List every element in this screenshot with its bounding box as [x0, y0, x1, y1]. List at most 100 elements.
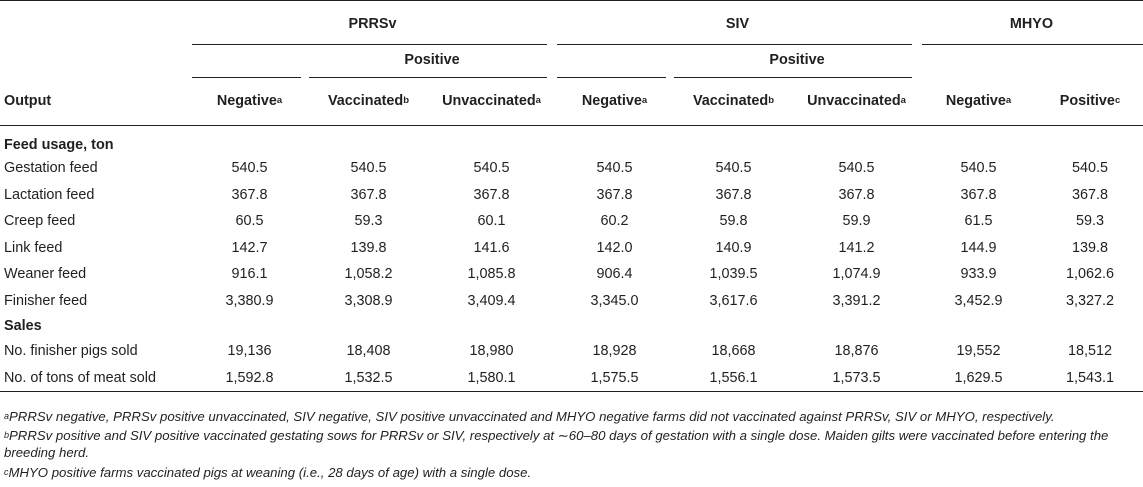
footnote-b: bPRRSv positive and SIV positive vaccina…	[4, 428, 1109, 461]
table-cell: 3,617.6	[709, 292, 758, 309]
table-cell: 367.8	[1071, 186, 1108, 203]
table-cell: 367.8	[473, 186, 510, 203]
col-header-mhyo-positive: Positivec	[1059, 92, 1121, 109]
siv-underline	[557, 43, 912, 45]
col-header-siv-vaccinated: Vaccinatedb	[692, 92, 774, 109]
table-cell: 3,452.9	[954, 292, 1003, 309]
prrsv-underline	[192, 43, 547, 45]
table-cell: 540.5	[1071, 160, 1108, 177]
table-cell: 1,085.8	[467, 266, 516, 283]
table-cell: 141.6	[473, 239, 510, 256]
table-cell: 60.5	[235, 213, 264, 230]
results-table: PRRSv SIV MHYO Positive Posi	[0, 0, 1143, 392]
group-header-prrsv: PRRSv	[348, 15, 397, 32]
table-cell: 367.8	[715, 186, 752, 203]
table-cell: 1,039.5	[709, 266, 758, 283]
col-header-prrsv-negative: Negativea	[216, 92, 283, 109]
positive-header-siv: Positive	[769, 52, 825, 68]
siv-left-underline	[557, 76, 666, 78]
table-cell: 1,058.2	[344, 266, 393, 283]
footnote-c: cMHYO positive farms vaccinated pigs at …	[4, 464, 532, 480]
table-cell: 61.5	[964, 213, 993, 230]
table-cell: 140.9	[715, 239, 752, 256]
table-cell: 540.5	[473, 160, 510, 177]
section-header-row: Feed usage, ton	[0, 126, 1143, 156]
table-cell: 3,308.9	[344, 292, 393, 309]
table-cell: 906.4	[596, 266, 633, 283]
table-cell: 367.8	[838, 186, 875, 203]
table-cell: 1,062.6	[1065, 266, 1114, 283]
group-header-siv: SIV	[725, 15, 750, 32]
col-header-prrsv-unvaccinated: Unvaccinateda	[442, 92, 541, 109]
table-cell: 540.5	[960, 160, 997, 177]
table-cell: 18,928	[592, 343, 637, 360]
table-cell: 1,580.1	[467, 369, 516, 386]
table-row: Finisher feed 3,380.9 3,308.9 3,409.4 3,345.…	[0, 288, 1143, 315]
col-header-siv-negative: Negativea	[581, 92, 648, 109]
positive-header-prrsv: Positive	[404, 52, 460, 68]
footnotes: aPRRSv negative, PRRSv positive unvaccin…	[4, 408, 1140, 483]
siv-positive-underline	[674, 76, 912, 78]
table-cell: 367.8	[231, 186, 268, 203]
row-label: Lactation feed	[4, 186, 95, 203]
table-cell: 540.5	[596, 160, 633, 177]
table-cell: 3,391.2	[832, 292, 881, 309]
table-row: Link feed 142.7 139.8 141.6 142.0 140.9 141.2 1…	[0, 235, 1143, 262]
col-header-siv-unvaccinated: Unvaccinateda	[807, 92, 906, 109]
table-cell: 19,136	[227, 343, 272, 360]
group-header-mhyo: MHYO	[1009, 15, 1054, 32]
row-label: Gestation feed	[4, 160, 98, 177]
table-cell: 59.9	[842, 213, 871, 230]
table-cell: 59.3	[1075, 213, 1104, 230]
table-row: No. of tons of meat sold 1,592.8 1,532.5 1,…	[0, 365, 1143, 392]
table-cell: 1,592.8	[225, 369, 274, 386]
table-cell: 540.5	[838, 160, 875, 177]
output-header: Output	[4, 92, 52, 109]
table-cell: 144.9	[960, 239, 997, 256]
table-cell: 3,327.2	[1065, 292, 1114, 309]
table-cell: 60.1	[477, 213, 506, 230]
table-cell: 1,575.5	[590, 369, 639, 386]
table-row: Creep feed 60.5 59.3 60.1 60.2 59.8 59.9 61.5 59…	[0, 209, 1143, 236]
table-cell: 60.2	[600, 213, 629, 230]
table-cell: 1,629.5	[954, 369, 1003, 386]
row-label: Weaner feed	[4, 266, 87, 283]
prrsv-positive-underline	[309, 76, 547, 78]
table-cell: 141.2	[838, 239, 875, 256]
table-cell: 18,876	[834, 343, 879, 360]
table-cell: 1,543.1	[1065, 369, 1114, 386]
table-cell: 18,512	[1067, 343, 1112, 360]
table-cell: 367.8	[960, 186, 997, 203]
row-label: No. of tons of meat sold	[4, 369, 156, 386]
mhyo-underline	[922, 43, 1143, 45]
section-header-row: Sales	[0, 315, 1143, 339]
row-label: Link feed	[4, 239, 63, 256]
group-underline-row	[0, 43, 1143, 45]
positive-underline-row	[0, 76, 1143, 78]
table-cell: 3,409.4	[467, 292, 516, 309]
positive-header-row: Positive Positive	[0, 45, 1143, 77]
table-cell: 19,552	[956, 343, 1001, 360]
table-cell: 3,380.9	[225, 292, 274, 309]
table-cell: 139.8	[350, 239, 387, 256]
table-cell: 1,532.5	[344, 369, 393, 386]
row-label: Finisher feed	[4, 292, 88, 309]
col-header-mhyo-negative: Negativea	[945, 92, 1012, 109]
column-header-row: Output Negativea Vaccinatedb Unvaccinate…	[0, 78, 1143, 126]
table-row: Lactation feed 367.8 367.8 367.8 367.8 367.8 3…	[0, 182, 1143, 209]
table-cell: 1,573.5	[832, 369, 881, 386]
section-title: Sales	[4, 318, 42, 334]
table-cell: 142.7	[231, 239, 268, 256]
footnote-a: aPRRSv negative, PRRSv positive unvaccin…	[4, 409, 1055, 424]
table-cell: 1,556.1	[709, 369, 758, 386]
table-cell: 18,668	[711, 343, 756, 360]
table-cell: 540.5	[231, 160, 268, 177]
table-cell: 139.8	[1071, 239, 1108, 256]
table-cell: 367.8	[350, 186, 387, 203]
table-cell: 933.9	[960, 266, 997, 283]
table-cell: 142.0	[596, 239, 633, 256]
prrsv-left-underline	[192, 76, 301, 78]
section-title: Feed usage, ton	[4, 136, 114, 153]
table-cell: 916.1	[231, 266, 268, 283]
table-cell: 59.3	[354, 213, 383, 230]
